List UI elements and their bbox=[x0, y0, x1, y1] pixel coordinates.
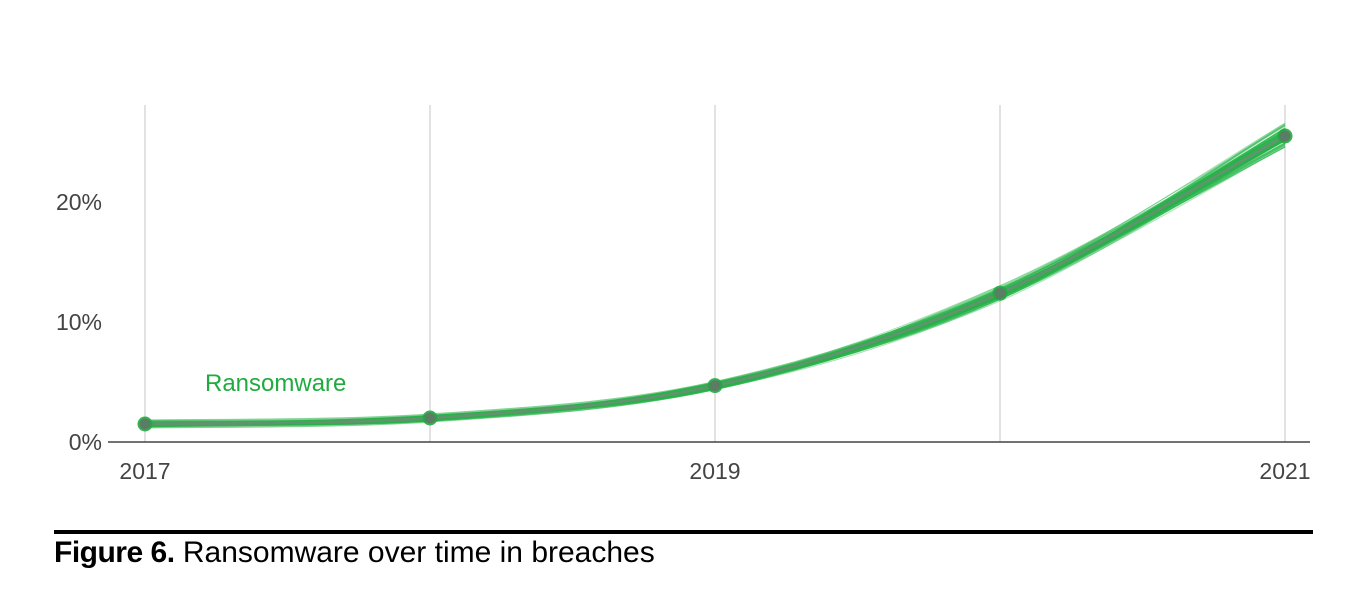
caption-text: Ransomware over time in breaches bbox=[174, 536, 655, 569]
series-line-ransomware bbox=[143, 134, 1287, 426]
data-point-2017 bbox=[139, 418, 151, 430]
series-label: Ransomware bbox=[205, 370, 346, 397]
caption-figure-number: Figure 6. bbox=[54, 536, 175, 569]
x-tick-label: 2021 bbox=[1259, 458, 1310, 484]
x-tick-label: 2017 bbox=[119, 458, 170, 484]
line-chart: 0% 10% 20% 2017 2019 2021 Ransomware bbox=[56, 105, 1311, 484]
y-tick-label: 20% bbox=[56, 189, 102, 215]
data-point-2018 bbox=[424, 412, 436, 424]
data-point-2021 bbox=[1279, 130, 1291, 142]
figure-caption: Figure 6. Ransomware over time in breach… bbox=[54, 536, 655, 570]
gridlines bbox=[144, 105, 1286, 442]
caption-rule bbox=[54, 530, 1313, 534]
data-point-2019 bbox=[709, 380, 721, 392]
labels: 0% 10% 20% 2017 2019 2021 Ransomware bbox=[56, 189, 1311, 484]
data-point-2020 bbox=[994, 287, 1006, 299]
x-tick-label: 2019 bbox=[689, 458, 740, 484]
y-tick-label: 0% bbox=[69, 429, 102, 455]
y-tick-label: 10% bbox=[56, 309, 102, 335]
series-layer bbox=[137, 128, 1293, 432]
